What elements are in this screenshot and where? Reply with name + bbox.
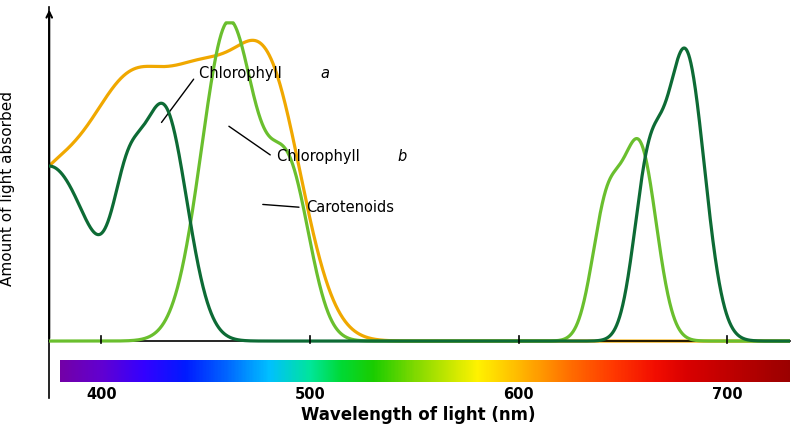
- Text: Amount of light absorbed: Amount of light absorbed: [0, 91, 15, 286]
- Text: 500: 500: [295, 387, 325, 402]
- Text: 600: 600: [504, 387, 534, 402]
- Text: a: a: [320, 66, 329, 81]
- Text: Chlorophyll: Chlorophyll: [199, 66, 287, 81]
- Text: Chlorophyll: Chlorophyll: [277, 149, 364, 164]
- Text: 700: 700: [713, 387, 743, 402]
- Text: b: b: [398, 149, 407, 164]
- Text: Carotenoids: Carotenoids: [306, 200, 394, 215]
- Text: Wavelength of light (nm): Wavelength of light (nm): [301, 406, 536, 424]
- Text: 400: 400: [86, 387, 116, 402]
